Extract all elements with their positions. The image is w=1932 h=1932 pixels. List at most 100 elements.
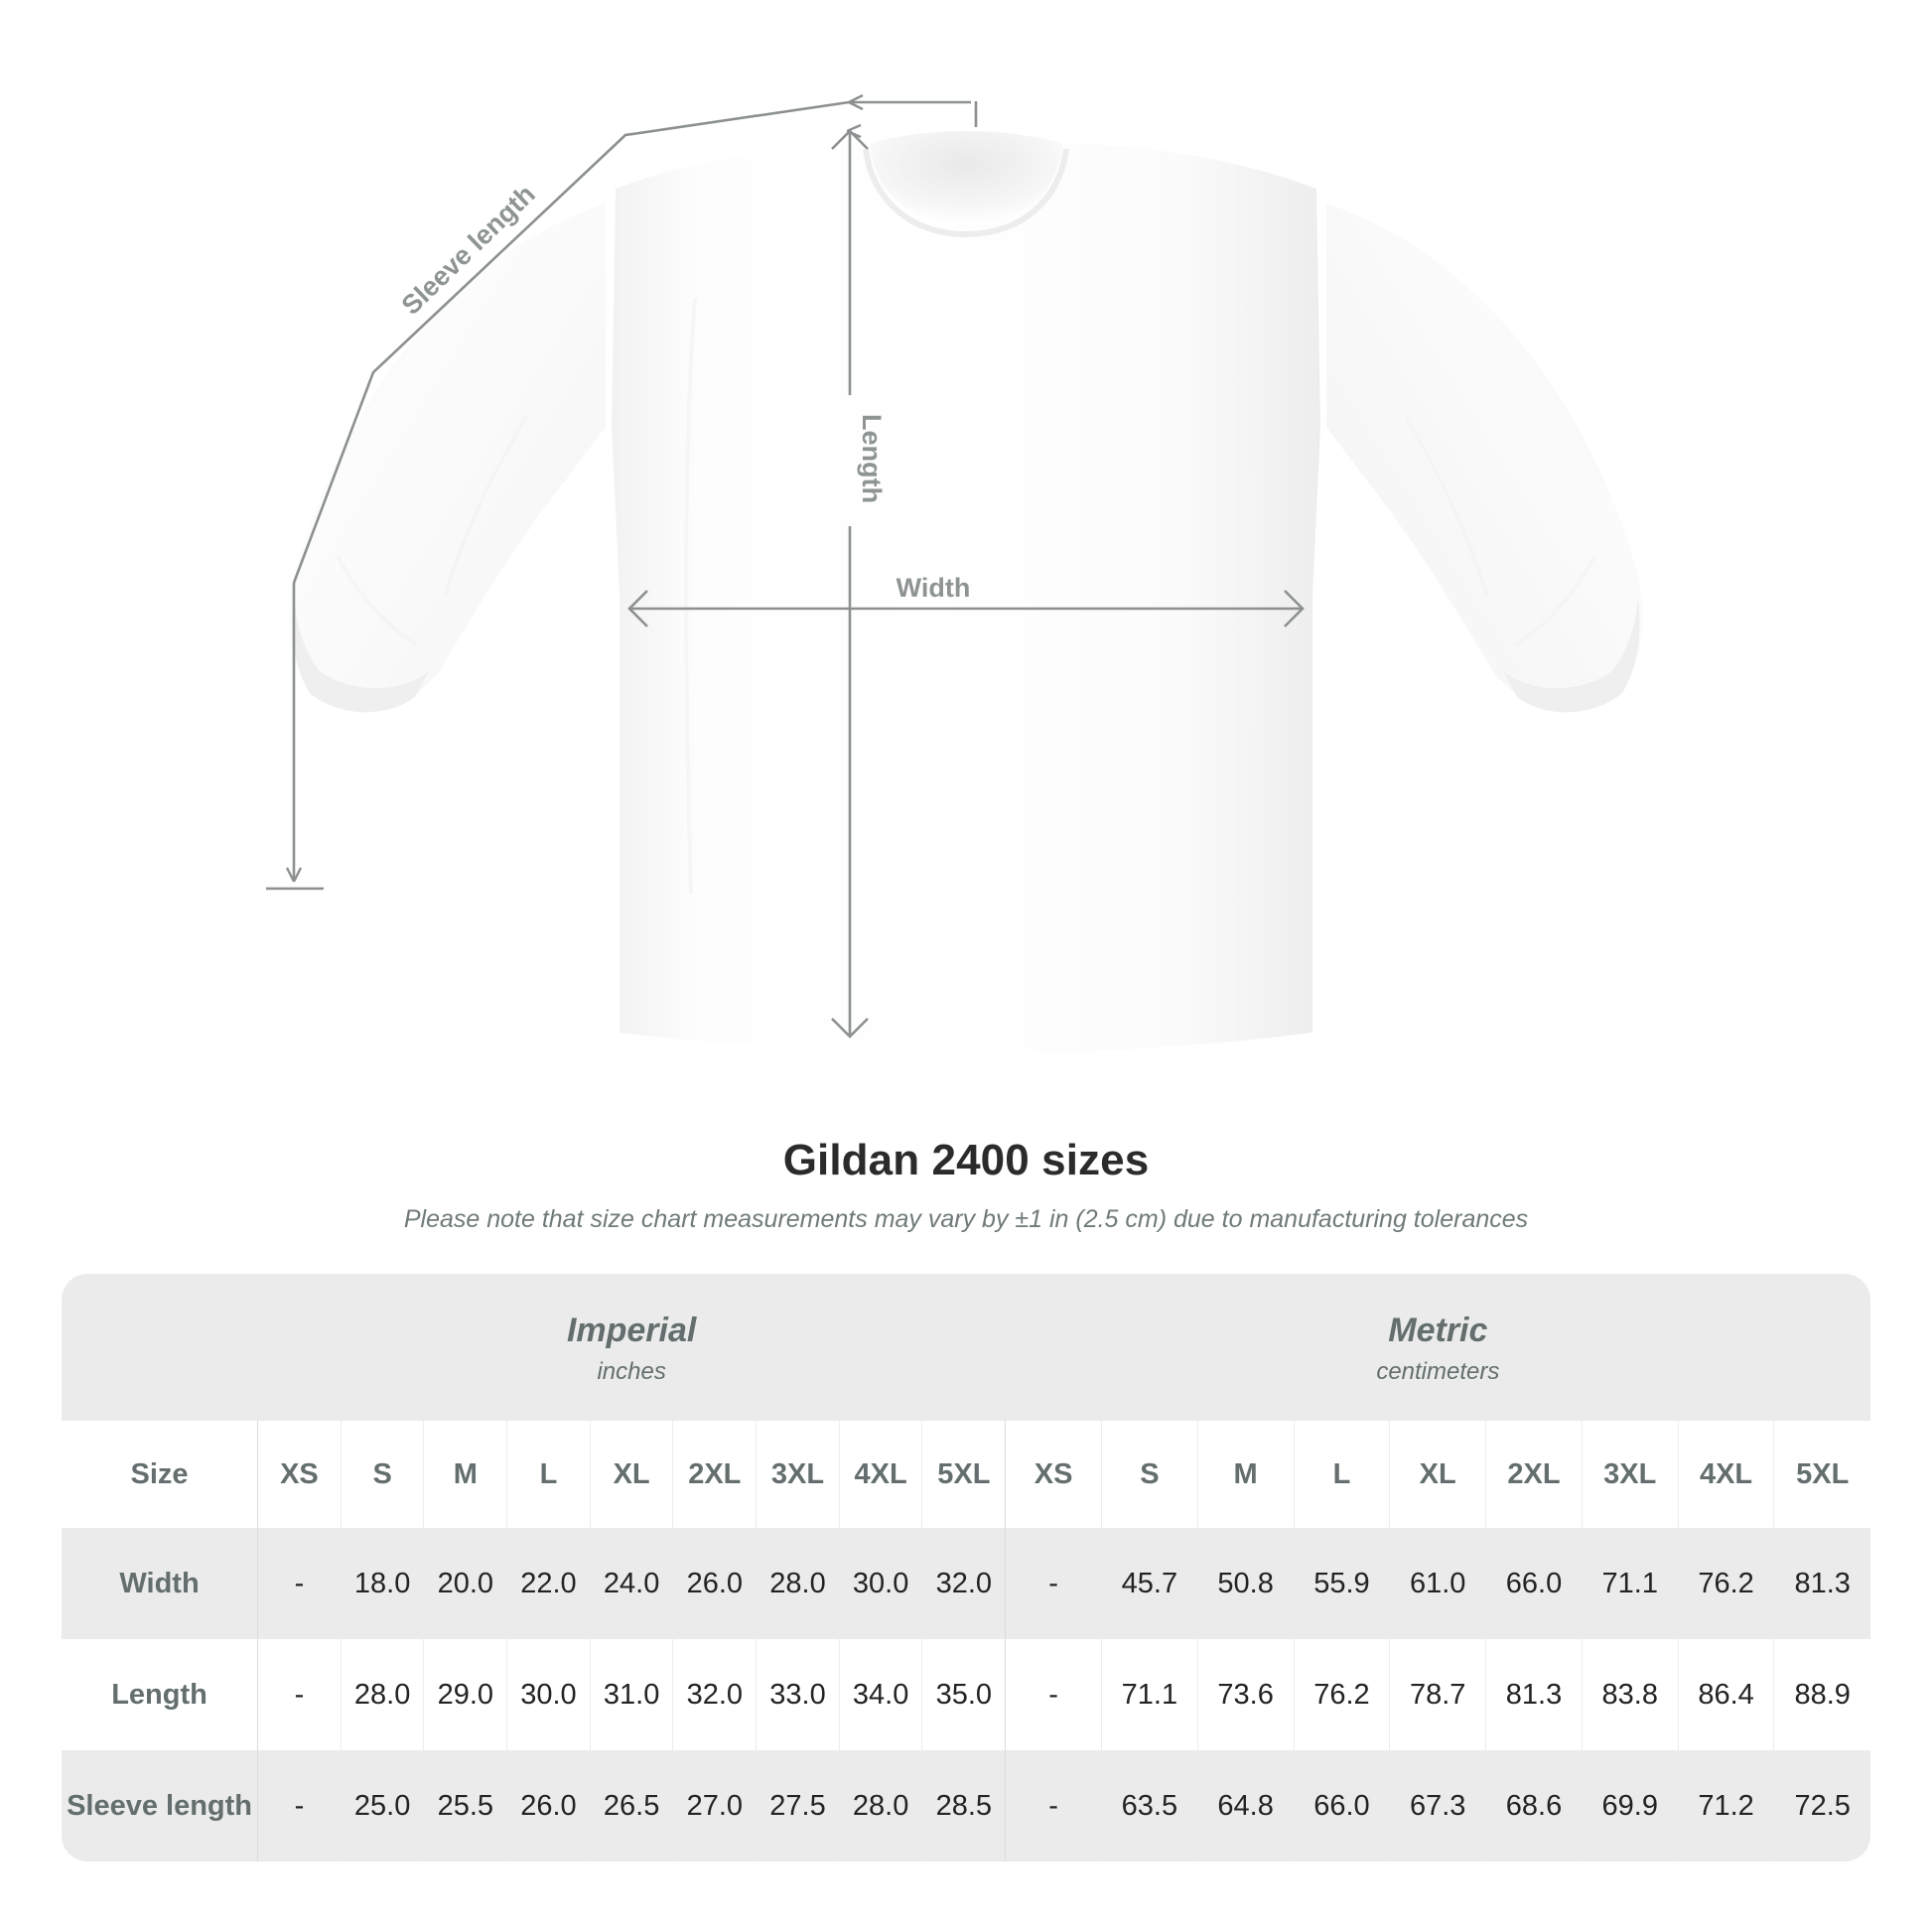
cell-width-imperial-1: 18.0	[340, 1528, 424, 1639]
width-arrow-left	[627, 590, 648, 627]
table-row: Sleeve length - 25.0 25.5 26.0 26.5 27.0…	[62, 1750, 1870, 1862]
size-table-container: Imperial inches Metric centimeters Size …	[62, 1274, 1870, 1862]
cell-width-metric-7: 76.2	[1677, 1528, 1774, 1639]
unit-name-metric: Metric	[1388, 1311, 1488, 1349]
cell-sleeve-imperial-3: 26.0	[506, 1750, 591, 1862]
tshirt-graphic	[289, 131, 1643, 1054]
unit-spacer-cell	[62, 1274, 258, 1421]
cell-sleeve-imperial-5: 27.0	[672, 1750, 757, 1862]
cell-sleeve-imperial-8: 28.5	[921, 1750, 1006, 1862]
size-header-metric-3xl: 3XL	[1581, 1421, 1679, 1528]
cell-width-metric-0: -	[1005, 1528, 1102, 1639]
right-sleeve	[1326, 204, 1643, 712]
cell-length-metric-0: -	[1005, 1639, 1102, 1750]
title-block: Gildan 2400 sizes Please note that size …	[0, 1136, 1932, 1234]
cell-length-imperial-5: 32.0	[672, 1639, 757, 1750]
width-measure: Width	[627, 573, 1305, 627]
size-header-metric-2xl: 2XL	[1485, 1421, 1583, 1528]
table-row: Length - 28.0 29.0 30.0 31.0 32.0 33.0 3…	[62, 1639, 1870, 1750]
size-header-metric-xs: XS	[1005, 1421, 1102, 1528]
cell-length-metric-8: 88.9	[1773, 1639, 1870, 1750]
cell-width-metric-3: 55.9	[1293, 1528, 1390, 1639]
length-arrow-bottom	[831, 1018, 869, 1038]
size-header-label: Size	[62, 1421, 258, 1528]
cell-length-imperial-1: 28.0	[340, 1639, 424, 1750]
garment-diagram: Sleeve length Length Width	[266, 93, 1643, 1054]
page-title: Gildan 2400 sizes	[782, 1136, 1150, 1184]
cell-sleeve-metric-8: 72.5	[1773, 1750, 1870, 1862]
cell-length-imperial-0: -	[257, 1639, 342, 1750]
size-header-metric-5xl: 5XL	[1773, 1421, 1870, 1528]
size-header-row: Size XS S M L XL 2XL 3XL 4XL 5XL XS S M …	[62, 1421, 1870, 1528]
cell-width-imperial-4: 24.0	[589, 1528, 673, 1639]
size-header-imperial-xs: XS	[257, 1421, 342, 1528]
cell-sleeve-metric-4: 67.3	[1389, 1750, 1486, 1862]
size-header-imperial-l: L	[506, 1421, 591, 1528]
size-header-metric-xl: XL	[1389, 1421, 1486, 1528]
cell-sleeve-imperial-6: 27.5	[756, 1750, 840, 1862]
cell-length-metric-4: 78.7	[1389, 1639, 1486, 1750]
cell-width-metric-6: 71.1	[1581, 1528, 1679, 1639]
cell-width-imperial-6: 28.0	[756, 1528, 840, 1639]
cell-sleeve-imperial-1: 25.0	[340, 1750, 424, 1862]
row-label-width: Width	[62, 1528, 258, 1639]
size-header-imperial-4xl: 4XL	[838, 1421, 922, 1528]
cell-sleeve-metric-1: 63.5	[1100, 1750, 1198, 1862]
cell-sleeve-metric-7: 71.2	[1677, 1750, 1774, 1862]
cell-width-imperial-0: -	[257, 1528, 342, 1639]
size-header-metric-4xl: 4XL	[1677, 1421, 1774, 1528]
unit-name-imperial: Imperial	[566, 1311, 697, 1349]
cell-length-metric-7: 86.4	[1677, 1639, 1774, 1750]
table-row: Width - 18.0 20.0 22.0 24.0 26.0 28.0 30…	[62, 1528, 1870, 1639]
size-header-imperial-s: S	[340, 1421, 424, 1528]
cell-width-imperial-7: 30.0	[838, 1528, 922, 1639]
cell-sleeve-metric-5: 68.6	[1485, 1750, 1583, 1862]
tolerance-note: Please note that size chart measurements…	[403, 1205, 1529, 1234]
size-header-imperial-3xl: 3XL	[756, 1421, 840, 1528]
unit-cell-imperial: Imperial inches	[257, 1274, 1006, 1421]
cell-length-metric-1: 71.1	[1100, 1639, 1198, 1750]
cell-length-metric-5: 81.3	[1485, 1639, 1583, 1750]
cell-width-metric-4: 61.0	[1389, 1528, 1486, 1639]
size-table: Imperial inches Metric centimeters Size …	[62, 1274, 1870, 1862]
size-header-imperial-5xl: 5XL	[921, 1421, 1006, 1528]
size-header-metric-l: L	[1293, 1421, 1390, 1528]
cell-sleeve-metric-3: 66.0	[1293, 1750, 1390, 1862]
size-header-metric-s: S	[1100, 1421, 1198, 1528]
cell-length-imperial-3: 30.0	[506, 1639, 591, 1750]
length-arrow-top-head	[831, 129, 869, 150]
cell-sleeve-metric-2: 64.8	[1196, 1750, 1295, 1862]
size-header-metric-m: M	[1196, 1421, 1295, 1528]
cell-sleeve-imperial-4: 26.5	[589, 1750, 673, 1862]
cell-width-metric-8: 81.3	[1773, 1528, 1870, 1639]
cell-length-metric-3: 76.2	[1293, 1639, 1390, 1750]
cell-length-metric-2: 73.6	[1196, 1639, 1295, 1750]
cell-width-metric-5: 66.0	[1485, 1528, 1583, 1639]
cell-sleeve-metric-6: 69.9	[1581, 1750, 1679, 1862]
row-label-length: Length	[62, 1639, 258, 1750]
cell-sleeve-imperial-2: 25.5	[423, 1750, 507, 1862]
unit-cell-metric: Metric centimeters	[1005, 1274, 1870, 1421]
cell-width-metric-2: 50.8	[1196, 1528, 1295, 1639]
width-arrow-right	[1284, 590, 1305, 627]
right-cuff	[1503, 596, 1640, 713]
unit-banner-row: Imperial inches Metric centimeters	[62, 1274, 1870, 1421]
cell-width-imperial-2: 20.0	[423, 1528, 507, 1639]
unit-sub-imperial: inches	[597, 1357, 666, 1385]
cell-sleeve-metric-0: -	[1005, 1750, 1102, 1862]
width-label: Width	[897, 573, 971, 603]
cell-length-imperial-8: 35.0	[921, 1639, 1006, 1750]
cell-length-imperial-4: 31.0	[589, 1639, 673, 1750]
unit-sub-metric: centimeters	[1376, 1357, 1500, 1385]
size-header-imperial-m: M	[423, 1421, 507, 1528]
cell-width-imperial-8: 32.0	[921, 1528, 1006, 1639]
garment-illustration: Sleeve length Length Width	[266, 93, 1643, 1054]
cell-length-metric-6: 83.8	[1581, 1639, 1679, 1750]
shirt-body	[612, 143, 1320, 1054]
fabric-folds	[336, 297, 1596, 895]
size-header-imperial-xl: XL	[589, 1421, 673, 1528]
cell-sleeve-imperial-7: 28.0	[838, 1750, 922, 1862]
cell-width-imperial-5: 26.0	[672, 1528, 757, 1639]
sleeve-length-path	[292, 100, 850, 584]
